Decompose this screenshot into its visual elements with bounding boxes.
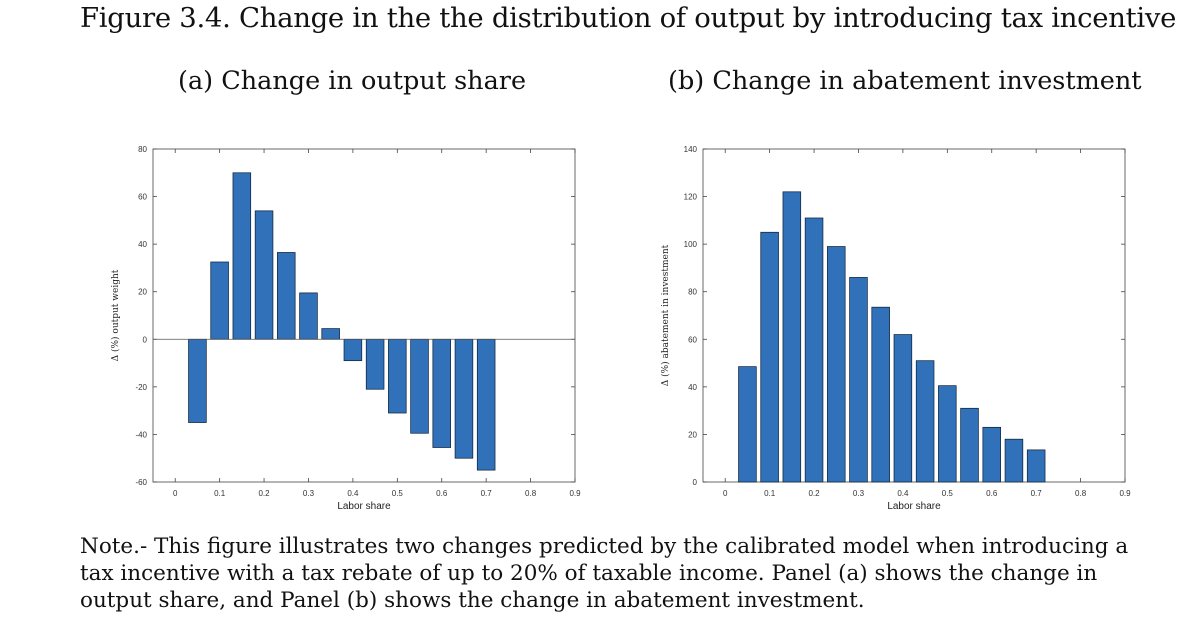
x-tick-label: 0.8: [525, 489, 537, 498]
x-tick-label: 0.6: [986, 489, 998, 498]
y-tick-label: 80: [138, 145, 147, 154]
bar: [782, 191, 802, 483]
x-tick-label: 0.1: [214, 489, 226, 498]
bar: [343, 338, 363, 362]
x-axis-label: Labor share: [337, 501, 391, 512]
y-tick-label: 140: [684, 145, 698, 154]
x-tick-label: 0.8: [1075, 489, 1087, 498]
bar: [960, 407, 979, 483]
bar: [321, 328, 340, 340]
bar: [738, 366, 757, 483]
x-tick-label: 0.3: [853, 489, 865, 498]
bar: [210, 261, 229, 340]
x-tick-label: 0.2: [808, 489, 820, 498]
y-tick-label: 60: [688, 335, 697, 344]
bar: [760, 231, 779, 483]
bar: [432, 338, 451, 448]
x-tick-label: 0.6: [436, 489, 448, 498]
note-line: tax incentive with a tax rebate of up to…: [80, 561, 1098, 586]
note-line: output share, and Panel (b) shows the ch…: [80, 588, 865, 613]
y-tick-label: -60: [135, 478, 147, 487]
chart-abatement-investment: 0 20 40 60 80 100 120 140 0 0.1 0.2 0.3 0.4 0.5 0.6 0.7…: [660, 145, 1131, 512]
bar: [915, 360, 935, 483]
x-tick-label: 0.4: [897, 489, 909, 498]
note-line: Note.- This figure illustrates two chang…: [80, 534, 1129, 559]
plot-frame: [152, 148, 576, 483]
bar: [188, 338, 207, 423]
bar: [871, 306, 890, 483]
bar: [476, 338, 496, 471]
bar: [938, 385, 957, 483]
x-tick-label: 0.7: [481, 489, 493, 498]
y-tick-label: 20: [688, 430, 697, 439]
chart-output-share: -60 -40 -20 0 20 40 60 80 0 0.1 0.2 0.3 0.4 0.5 0.6 0.7…: [110, 145, 581, 512]
bar: [254, 210, 274, 340]
bar: [982, 426, 1001, 483]
x-tick-label: 0.1: [764, 489, 776, 498]
bar: [804, 217, 824, 483]
y-tick-label: 40: [138, 240, 147, 249]
panel-b-title: (b) Change in abatement investment: [668, 66, 1142, 96]
x-tick-label: 0: [723, 489, 728, 498]
bar: [454, 338, 474, 459]
bar: [388, 338, 407, 414]
y-tick-label: -20: [135, 383, 147, 392]
y-tick-label: 60: [138, 193, 147, 202]
bar: [1026, 449, 1046, 483]
x-tick-label: 0.9: [1119, 489, 1131, 498]
x-tick-label: 0.9: [569, 489, 581, 498]
y-tick-label: 120: [684, 193, 698, 202]
x-tick-label: 0.4: [347, 489, 359, 498]
plot-frame: [702, 148, 1126, 483]
bar: [893, 334, 913, 483]
bar: [849, 277, 868, 483]
panel-a-title: (a) Change in output share: [178, 66, 527, 96]
x-tick-label: 0: [173, 489, 178, 498]
y-tick-label: 0: [693, 478, 698, 487]
bar: [299, 292, 318, 340]
y-tick-label: 40: [688, 383, 697, 392]
bar: [277, 252, 296, 340]
bar: [365, 338, 385, 390]
x-tick-label: 0.5: [942, 489, 954, 498]
y-tick-label: 80: [688, 288, 697, 297]
y-axis-label: Δ (%) abatement in investment: [660, 244, 671, 386]
x-axis-label: Labor share: [887, 501, 941, 512]
figure-note: Note.- This figure illustrates two chang…: [80, 533, 1185, 614]
bar: [827, 246, 846, 483]
bar: [410, 338, 429, 434]
y-tick-label: 0: [143, 335, 148, 344]
x-tick-label: 0.7: [1031, 489, 1043, 498]
y-tick-label: 100: [684, 240, 698, 249]
bar: [1004, 438, 1024, 483]
figure-title: Figure 3.4. Change in the the distributi…: [80, 2, 1177, 34]
y-tick-label: -40: [135, 430, 147, 439]
bar: [232, 172, 252, 340]
y-tick-label: 20: [138, 288, 147, 297]
y-axis-label: Δ (%) output weight: [110, 269, 121, 361]
x-tick-label: 0.5: [392, 489, 404, 498]
x-tick-label: 0.2: [258, 489, 270, 498]
x-tick-label: 0.3: [303, 489, 315, 498]
